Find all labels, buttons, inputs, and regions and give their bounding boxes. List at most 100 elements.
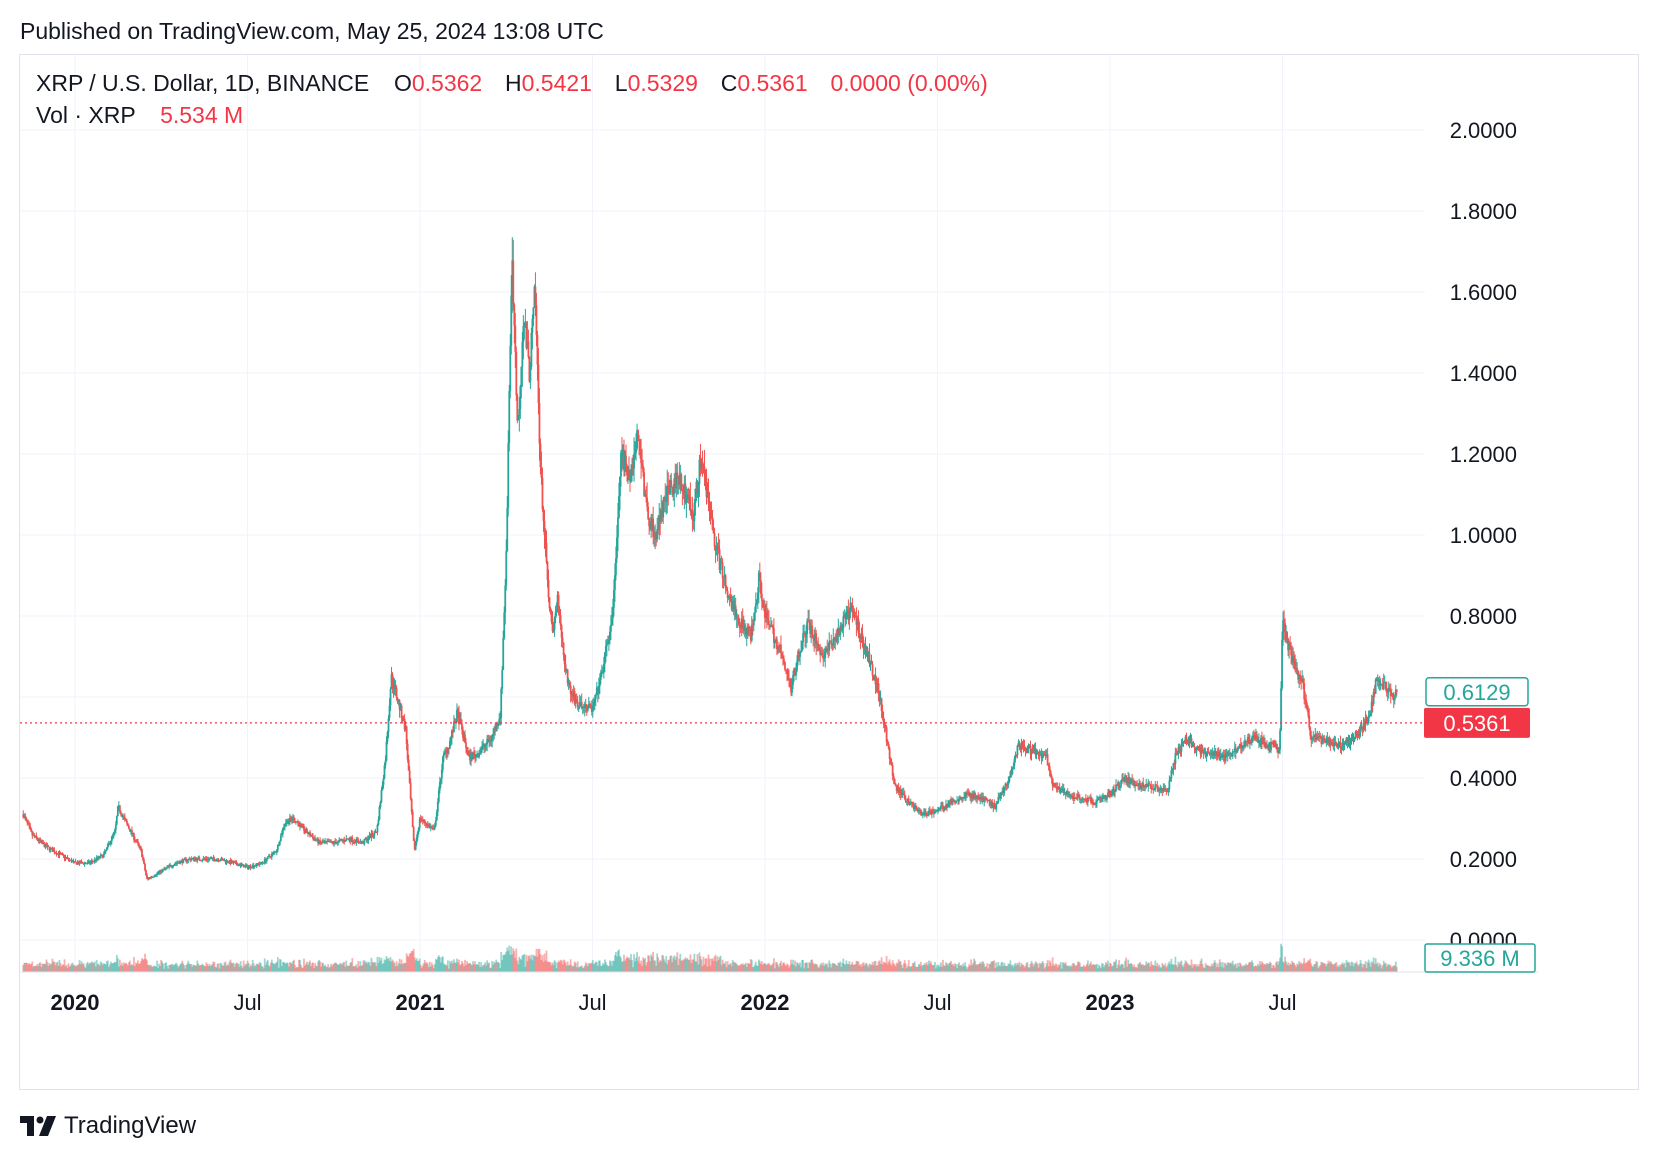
candle-body xyxy=(874,675,877,685)
candle-body xyxy=(293,817,295,822)
volume-bar xyxy=(1197,966,1200,972)
candle-body xyxy=(1116,784,1118,786)
volume-bar xyxy=(823,966,826,972)
candle-body xyxy=(553,618,556,630)
volume-bar xyxy=(1090,965,1093,972)
volume-bar xyxy=(43,963,46,972)
y-tick-label: 0.8000 xyxy=(1450,604,1517,629)
volume-bar xyxy=(645,965,648,972)
volume-bar xyxy=(509,954,512,972)
symbol-label[interactable]: XRP / U.S. Dollar, 1D, BINANCE xyxy=(36,70,370,96)
volume-bar xyxy=(824,963,827,972)
candle-body xyxy=(263,859,266,863)
candle-body xyxy=(195,858,198,861)
candle-body xyxy=(1309,727,1312,736)
volume-bar xyxy=(45,959,48,972)
volume-bar xyxy=(1215,967,1218,972)
volume-bar xyxy=(1040,962,1043,972)
candle-body xyxy=(1220,754,1223,758)
volume-bar xyxy=(875,965,878,972)
candle-body xyxy=(239,864,242,866)
candle-body xyxy=(1223,754,1226,761)
candle-body xyxy=(1376,678,1379,682)
candle-body xyxy=(713,533,716,547)
volume-bar xyxy=(1295,966,1298,972)
candle-body xyxy=(642,466,644,473)
candle-body xyxy=(834,637,837,641)
volume-bar xyxy=(1043,968,1046,972)
volume-bar xyxy=(203,965,206,972)
volume-bar xyxy=(1389,965,1392,972)
volume-bar xyxy=(660,961,663,972)
candle-body xyxy=(721,562,724,578)
candle-body xyxy=(996,802,999,804)
candle-body xyxy=(411,811,414,827)
volume-bar xyxy=(152,966,154,972)
candle-body xyxy=(115,816,118,825)
candle-body xyxy=(1004,783,1007,788)
volume-bar xyxy=(62,964,65,972)
volume-bar xyxy=(1349,965,1352,972)
volume-bar xyxy=(796,962,798,972)
candle-body xyxy=(1090,799,1093,803)
candle-body xyxy=(742,624,745,631)
high-value: 0.5421 xyxy=(521,70,592,96)
candle-body xyxy=(116,806,119,817)
candle-body xyxy=(34,835,37,837)
volume-bar xyxy=(1051,957,1054,972)
candle-body xyxy=(29,826,32,829)
candle-body xyxy=(1353,738,1356,742)
candle-body xyxy=(1003,787,1006,794)
volume-bar xyxy=(553,960,556,972)
volume-bar xyxy=(1343,962,1346,972)
candle-body xyxy=(823,657,826,659)
volume-bar xyxy=(679,953,682,972)
volume-bar xyxy=(453,959,455,972)
candle-body xyxy=(177,862,180,864)
candle-body xyxy=(715,548,718,551)
candle-body xyxy=(759,580,762,594)
candle-body xyxy=(41,840,44,844)
price-chart[interactable]: 2.00001.80001.60001.40001.20001.00000.80… xyxy=(0,0,1660,1100)
volume-bar xyxy=(1089,961,1092,972)
volume-bar xyxy=(435,960,438,972)
tradingview-logo-icon xyxy=(20,1116,56,1136)
candle-body xyxy=(966,792,969,794)
volume-bar xyxy=(600,966,603,972)
candle-body xyxy=(1129,782,1132,784)
candle-body xyxy=(63,855,66,859)
volume-bar xyxy=(1379,964,1382,972)
volume-bar xyxy=(500,951,503,972)
candle-body xyxy=(458,711,460,725)
candle-body xyxy=(1040,754,1043,759)
candle-body xyxy=(680,474,683,491)
volume-bar xyxy=(1303,958,1306,972)
volume-bar xyxy=(286,962,289,972)
volume-label[interactable]: Vol · XRP xyxy=(36,102,136,128)
volume-bar xyxy=(965,966,968,972)
volume-bar xyxy=(279,959,282,972)
volume-bar xyxy=(697,964,700,972)
volume-bar xyxy=(189,964,192,972)
volume-bar xyxy=(739,964,742,972)
volume-bar xyxy=(878,960,881,972)
candle-body xyxy=(343,839,346,842)
candle-body xyxy=(252,865,255,867)
candle-body xyxy=(328,841,331,843)
volume-bar xyxy=(1057,964,1060,972)
candle-body xyxy=(1308,715,1311,728)
volume-bar xyxy=(915,966,918,972)
candle-body xyxy=(1101,797,1103,799)
footer-brand[interactable]: TradingView xyxy=(20,1112,196,1140)
candle-body xyxy=(361,841,364,843)
candle-body xyxy=(1066,791,1069,795)
volume-bar xyxy=(312,962,314,972)
volume-bar xyxy=(1360,963,1363,972)
volume-bar xyxy=(571,966,574,972)
volume-bar xyxy=(690,962,693,972)
volume-bar xyxy=(772,963,774,972)
volume-bar xyxy=(777,964,779,972)
candle-body xyxy=(1252,735,1255,737)
candle-body xyxy=(828,641,831,651)
volume-bar xyxy=(614,954,616,972)
